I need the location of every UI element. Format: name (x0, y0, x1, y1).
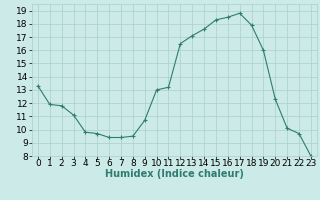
X-axis label: Humidex (Indice chaleur): Humidex (Indice chaleur) (105, 169, 244, 179)
